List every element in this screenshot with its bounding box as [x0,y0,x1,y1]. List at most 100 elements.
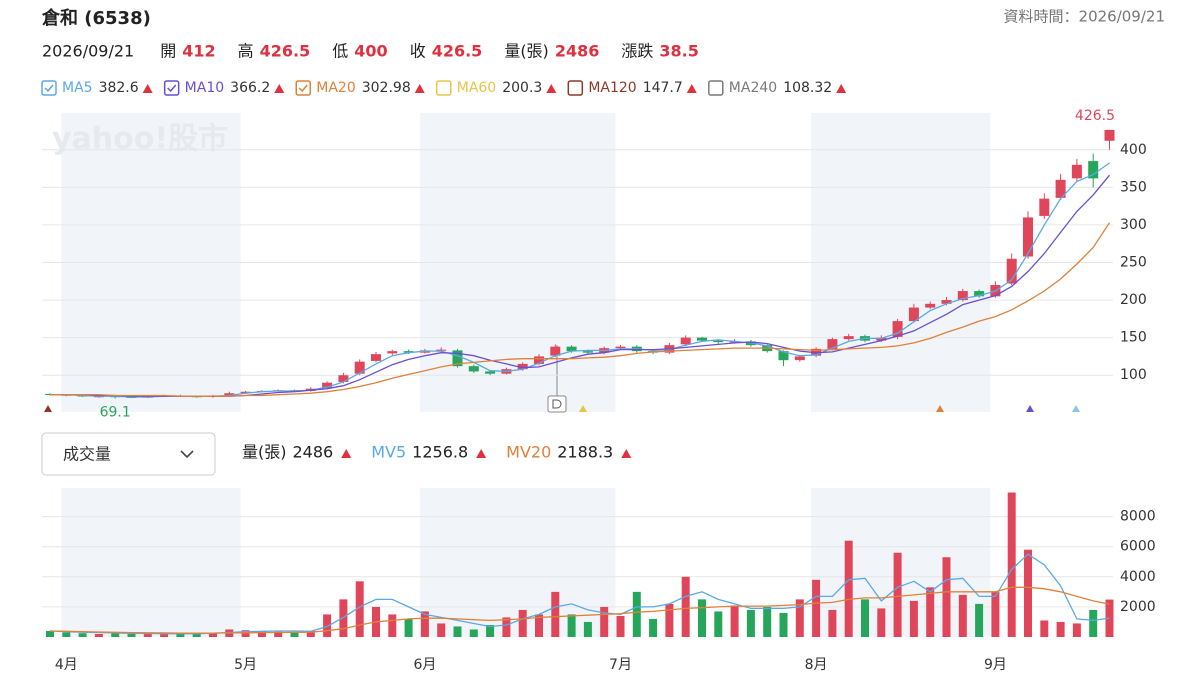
label: 412 [182,42,215,61]
label: MA5 [62,80,93,96]
volume-bar [616,615,625,637]
volume-bar [339,599,348,637]
label: MA20 [316,80,355,96]
x-tick-label: 9月 [984,657,1007,673]
volume-bar [763,606,772,637]
candle-body [908,307,919,322]
volume-bar [209,632,217,637]
volume-bar [991,591,1000,637]
volume-bar [779,612,788,637]
legend-checkbox[interactable] [295,80,311,96]
volume-bar [1072,623,1081,637]
candle-body [1071,164,1082,179]
volume-bar [844,540,853,637]
volume-bar [404,618,413,637]
label: 2026/09/21 [42,42,134,61]
label: 400 [354,42,387,61]
selector-text[interactable]: 成交量 [63,445,111,464]
volume-bar [1024,549,1032,637]
volume-bar [795,599,804,637]
marker [1072,405,1080,412]
legend-checkbox[interactable] [435,80,452,96]
volume-bar [323,614,332,637]
candle-body [1088,161,1099,179]
y-tick-label: 4000 [1120,569,1156,585]
legend-checkbox[interactable] [163,80,180,96]
volume-bar [453,626,462,637]
label: 高 [238,42,254,61]
up-arrow [686,84,697,93]
label: 200.3 [502,80,542,96]
candle-body [778,351,789,361]
volume-bar [176,633,185,637]
indicator-selector[interactable]: 成交量 [41,432,216,476]
label: 開 [160,42,176,61]
volume-bar [730,605,739,637]
volume-bar [975,603,984,637]
y-tick-label: 6000 [1120,539,1156,555]
candle-body [387,351,398,354]
selector-box[interactable] [41,432,216,476]
volume-bar [160,633,169,637]
volume-bar [192,633,201,637]
up-arrow [546,84,557,93]
volume-bar [649,618,658,637]
volume-bar [583,621,592,637]
volume-bar [893,552,902,637]
candle-body [452,350,463,367]
volume-bar [877,608,886,637]
legend-checkbox[interactable] [41,80,57,96]
checkmark [167,84,177,93]
legend-checkbox[interactable] [708,80,724,96]
y-tick-label: 100 [1120,367,1147,383]
y-tick-label: 400 [1120,142,1147,158]
y-tick-label: 2000 [1120,599,1156,615]
candle-body [224,393,235,396]
marker-box[interactable] [547,395,567,413]
label: 366.2 [230,80,270,96]
x-tick-label: 7月 [609,657,632,673]
y-tick-label: 350 [1120,179,1147,195]
volume-bar [828,609,837,637]
volume-bar [274,631,283,637]
candle-body [240,391,251,394]
y-tick-label: 300 [1120,217,1147,233]
legend-checkbox[interactable] [567,80,584,96]
label: 收 [410,42,426,61]
volume-bar [306,630,315,637]
marker [579,405,587,412]
volume-bar [812,579,821,637]
data-time: 資料時間：2026/09/21 [1004,8,1165,26]
y-tick-label: 250 [1120,255,1147,271]
month-band [61,488,241,637]
label: 2486 [293,443,334,462]
label: 108.32 [783,80,832,96]
candle-body [794,356,805,361]
ma-line [49,586,1110,634]
volume-bar [535,614,543,637]
up-arrow [476,449,487,458]
label: 低 [332,42,348,61]
label: 量(張) [504,42,549,61]
candle-body [974,291,985,297]
candle-body [1006,258,1017,284]
volume-bar [1056,621,1065,637]
candle-body [1039,198,1050,216]
volume-bar [926,587,935,637]
volume-bar [355,581,364,637]
volume-bar [62,632,71,637]
candle-body [892,321,903,337]
x-tick-label: 8月 [805,657,828,673]
volume-bar [567,614,576,637]
candle-body [566,346,577,352]
marker [1026,405,1034,412]
checkmark [298,84,308,93]
chevron[interactable] [180,450,194,459]
watermark: yahoo!股市 [52,122,228,157]
label: MA60 [457,80,496,96]
volume-bar [388,614,397,637]
label: 382.6 [99,80,139,96]
candle-body [957,291,968,301]
stock-title: 倉和 (6538) [41,7,151,29]
